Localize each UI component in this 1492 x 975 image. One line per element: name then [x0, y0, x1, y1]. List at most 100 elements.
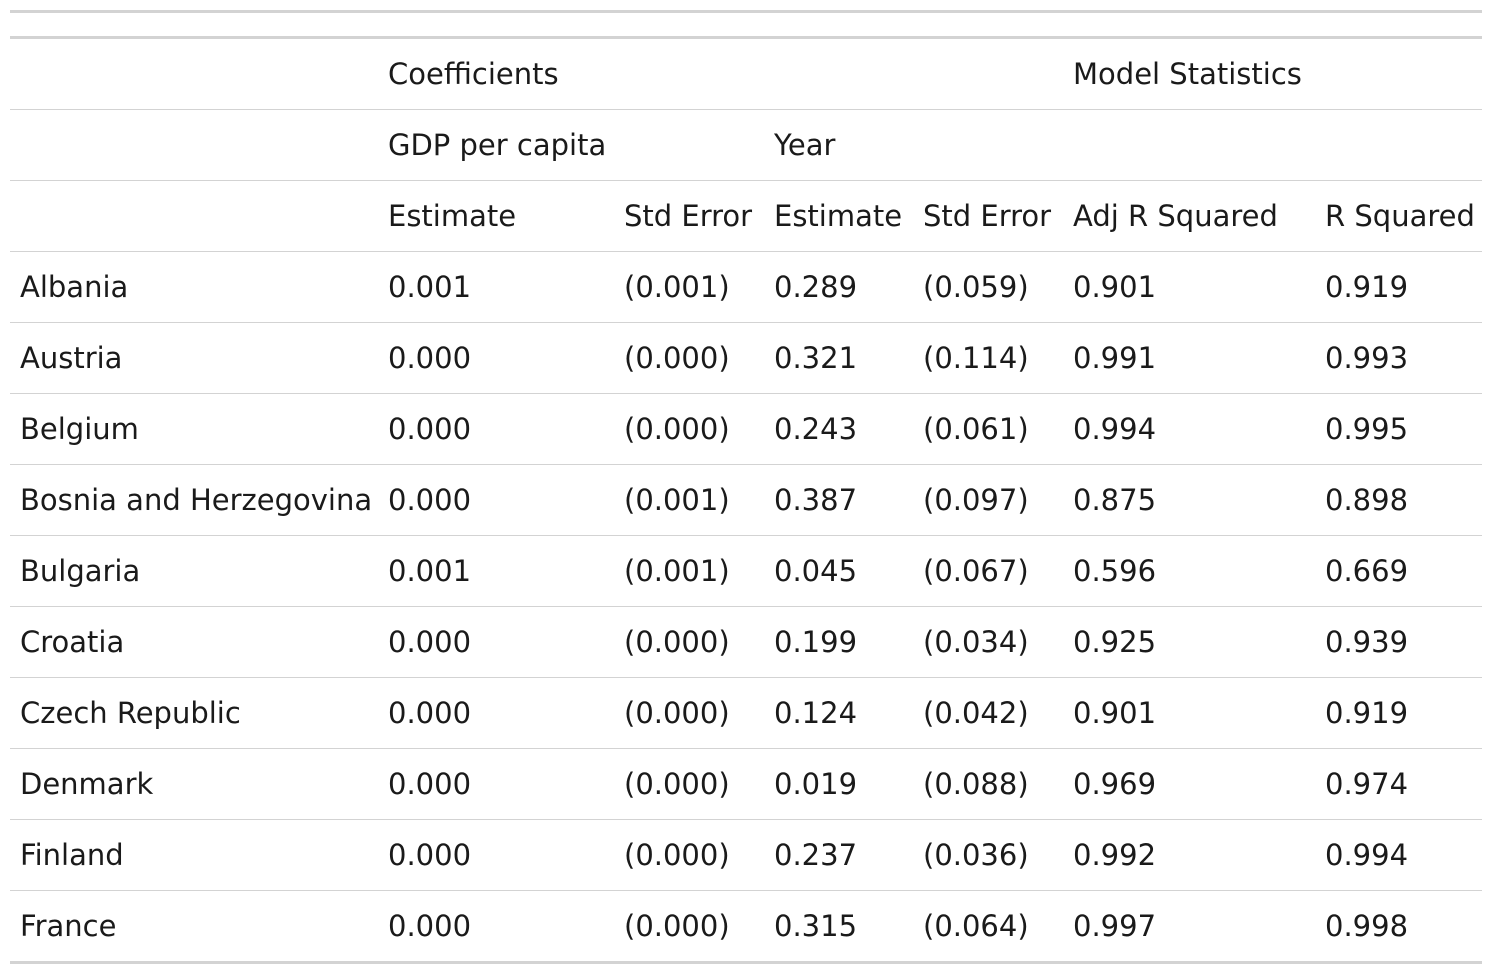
cell-year-std-error: (0.036)	[913, 819, 1064, 891]
table-row: Belgium 0.000 (0.000) 0.243 (0.061) 0.994 0.99…	[10, 393, 1483, 465]
cell-year-estimate: 0.019	[764, 748, 913, 820]
row-country-label: Croatia	[10, 606, 378, 678]
row-country-label: Bosnia and Herzegovina	[10, 464, 378, 536]
cell-year-estimate: 0.289	[764, 251, 913, 323]
row-country-label: France	[20, 909, 117, 943]
header-gdp-per-capita: GDP per capita	[378, 109, 764, 181]
cell-year-std-error: (0.061)	[913, 393, 1064, 465]
cell-year-std-error: (0.114)	[913, 322, 1064, 394]
header-subgroup-row: GDP per capita Year	[10, 109, 1483, 181]
cell-gdp-std-error: (0.001)	[614, 464, 764, 536]
cell-adj-r-squared: 0.596	[1063, 535, 1316, 607]
cell-r-squared: 0.994	[1315, 819, 1483, 891]
stub-header-empty	[10, 109, 378, 181]
cell-adj-r-squared: 0.997	[1073, 909, 1157, 943]
header-group-row: Coefficients Model Statistics	[10, 37, 1483, 110]
cell-r-squared: 0.974	[1315, 748, 1483, 820]
header-subgroup-empty	[1063, 109, 1483, 181]
cell-gdp-std-error: (0.001)	[614, 251, 764, 323]
cell-r-squared: 0.993	[1315, 322, 1483, 394]
cell-gdp-estimate: 0.000	[388, 909, 472, 943]
cell-gdp-std-error: (0.000)	[614, 606, 764, 678]
stub-header-empty	[10, 180, 378, 252]
table-row: Finland 0.000 (0.000) 0.237 (0.036) 0.992 0.99…	[10, 819, 1483, 891]
cell-adj-r-squared: 0.875	[1063, 464, 1316, 536]
cell-r-squared: 0.919	[1315, 677, 1483, 749]
cell-year-std-error: (0.097)	[913, 464, 1064, 536]
cell-r-squared: 0.898	[1315, 464, 1483, 536]
cell-gdp-std-error: (0.000)	[614, 393, 764, 465]
cell-year-estimate: 0.124	[764, 677, 913, 749]
cell-r-squared: 0.998	[1325, 909, 1409, 943]
cell-gdp-estimate: 0.000	[378, 748, 614, 820]
cell-year-estimate: 0.387	[764, 464, 913, 536]
cell-adj-r-squared: 0.994	[1063, 393, 1316, 465]
col-header-r-squared: R Squared	[1315, 180, 1483, 252]
cell-gdp-std-error: (0.000)	[624, 909, 730, 943]
row-country-label: Czech Republic	[10, 677, 378, 749]
cell-gdp-estimate: 0.001	[378, 535, 614, 607]
column-header-row: Estimate Std Error Estimate Std Error Ad…	[10, 180, 1483, 252]
col-header-year-estimate: Estimate	[764, 180, 913, 252]
cell-adj-r-squared: 0.901	[1063, 677, 1316, 749]
cell-gdp-std-error: (0.000)	[614, 322, 764, 394]
cell-r-squared: 0.919	[1315, 251, 1483, 323]
stub-header-empty	[10, 37, 378, 110]
row-country-label: Austria	[10, 322, 378, 394]
top-rule	[10, 10, 1482, 13]
table-row: Bulgaria 0.001 (0.001) 0.045 (0.067) 0.596 0.6…	[10, 535, 1483, 607]
header-model-statistics: Model Statistics	[1063, 37, 1483, 110]
row-country-label: Finland	[10, 819, 378, 891]
col-header-adj-r-squared: Adj R Squared	[1063, 180, 1316, 252]
cell-r-squared: 0.939	[1315, 606, 1483, 678]
table-row: Czech Republic 0.000 (0.000) 0.124 (0.042) 0.…	[10, 677, 1483, 749]
cell-gdp-estimate: 0.000	[378, 322, 614, 394]
cell-adj-r-squared: 0.991	[1063, 322, 1316, 394]
col-header-gdp-estimate: Estimate	[378, 180, 614, 252]
cell-year-estimate: 0.243	[764, 393, 913, 465]
cell-year-std-error: (0.042)	[913, 677, 1064, 749]
cell-gdp-estimate: 0.000	[378, 819, 614, 891]
table-row: Albania 0.001 (0.001) 0.289 (0.059) 0.901 0.91…	[10, 251, 1483, 323]
row-country-label: Belgium	[10, 393, 378, 465]
header-coefficients: Coefficients	[378, 37, 1064, 110]
table-row: Croatia 0.000 (0.000) 0.199 (0.034) 0.925 0.93…	[10, 606, 1483, 678]
cell-year-estimate: 0.237	[764, 819, 913, 891]
cell-gdp-estimate: 0.000	[378, 677, 614, 749]
table-row: France 0.000 (0.000) 0.315 (0.064) 0.997 0.998	[10, 891, 1482, 963]
cell-gdp-std-error: (0.000)	[614, 819, 764, 891]
cell-year-estimate: 0.199	[764, 606, 913, 678]
header-year: Year	[764, 109, 1064, 181]
table-row: Austria 0.000 (0.000) 0.321 (0.114) 0.991 0.99…	[10, 322, 1483, 394]
cell-r-squared: 0.669	[1315, 535, 1483, 607]
cell-year-std-error: (0.059)	[913, 251, 1064, 323]
cell-gdp-estimate: 0.000	[378, 464, 614, 536]
regression-table-container: Coefficients Model Statistics GDP per ca…	[10, 10, 1483, 964]
cell-year-std-error: (0.064)	[923, 909, 1029, 943]
table-row: Denmark 0.000 (0.000) 0.019 (0.088) 0.969 0.97…	[10, 748, 1483, 820]
row-country-label: Denmark	[10, 748, 378, 820]
table-body: Coefficients Model Statistics GDP per ca…	[10, 37, 1483, 963]
cell-gdp-std-error: (0.001)	[614, 535, 764, 607]
cell-year-std-error: (0.034)	[913, 606, 1064, 678]
cell-gdp-estimate: 0.000	[378, 393, 614, 465]
cell-year-estimate: 0.045	[764, 535, 913, 607]
cell-adj-r-squared: 0.901	[1063, 251, 1316, 323]
row-country-label: Bulgaria	[10, 535, 378, 607]
col-header-year-std-error: Std Error	[913, 180, 1064, 252]
cell-gdp-std-error: (0.000)	[614, 677, 764, 749]
cell-gdp-estimate: 0.001	[378, 251, 614, 323]
table-row: Bosnia and Herzegovina 0.000 (0.001) 0.387(…	[10, 464, 1483, 536]
col-header-gdp-std-error: Std Error	[614, 180, 764, 252]
cell-year-estimate: 0.315	[774, 909, 858, 943]
cell-year-estimate: 0.321	[764, 322, 913, 394]
cell-year-std-error: (0.088)	[913, 748, 1064, 820]
cell-r-squared: 0.995	[1315, 393, 1483, 465]
cell-adj-r-squared: 0.969	[1063, 748, 1316, 820]
cell-gdp-std-error: (0.000)	[614, 748, 764, 820]
regression-table: Coefficients Model Statistics GDP per ca…	[10, 36, 1483, 964]
cell-year-std-error: (0.067)	[913, 535, 1064, 607]
cell-adj-r-squared: 0.925	[1063, 606, 1316, 678]
cell-gdp-estimate: 0.000	[378, 606, 614, 678]
row-country-label: Albania	[10, 251, 378, 323]
